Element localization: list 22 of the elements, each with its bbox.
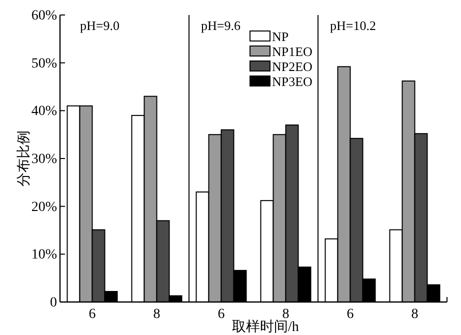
x-tick-label: 6 <box>346 307 354 322</box>
x-tick-label: 6 <box>88 307 96 322</box>
x-axis-title: 取样时间/h <box>232 319 299 335</box>
y-axis-title: 分布比例 <box>16 130 32 186</box>
y-tick-label: 0 <box>50 296 57 310</box>
x-tick-label: 6 <box>218 307 225 322</box>
x-tick-label: 8 <box>411 307 418 322</box>
legend-label: NP3EO <box>272 74 312 89</box>
y-tick-label: 50% <box>31 56 58 72</box>
x-tick-label: 8 <box>282 307 290 322</box>
y-tick-label: 40% <box>31 104 58 120</box>
annotation: pH=9.6 <box>201 18 241 33</box>
x-tick-label: 8 <box>153 307 160 322</box>
y-tick-label: 60% <box>31 8 58 24</box>
legend-label: NP <box>272 29 289 44</box>
annotation: pH=9.0 <box>80 18 120 33</box>
annotation: pH=10.2 <box>330 18 376 33</box>
y-tick-label: 10% <box>31 248 58 263</box>
y-tick-label: 30% <box>31 152 58 167</box>
legend-label: NP1EO <box>272 44 312 59</box>
legend-label: NP2EO <box>272 59 312 74</box>
y-tick-label: 20% <box>31 200 58 215</box>
